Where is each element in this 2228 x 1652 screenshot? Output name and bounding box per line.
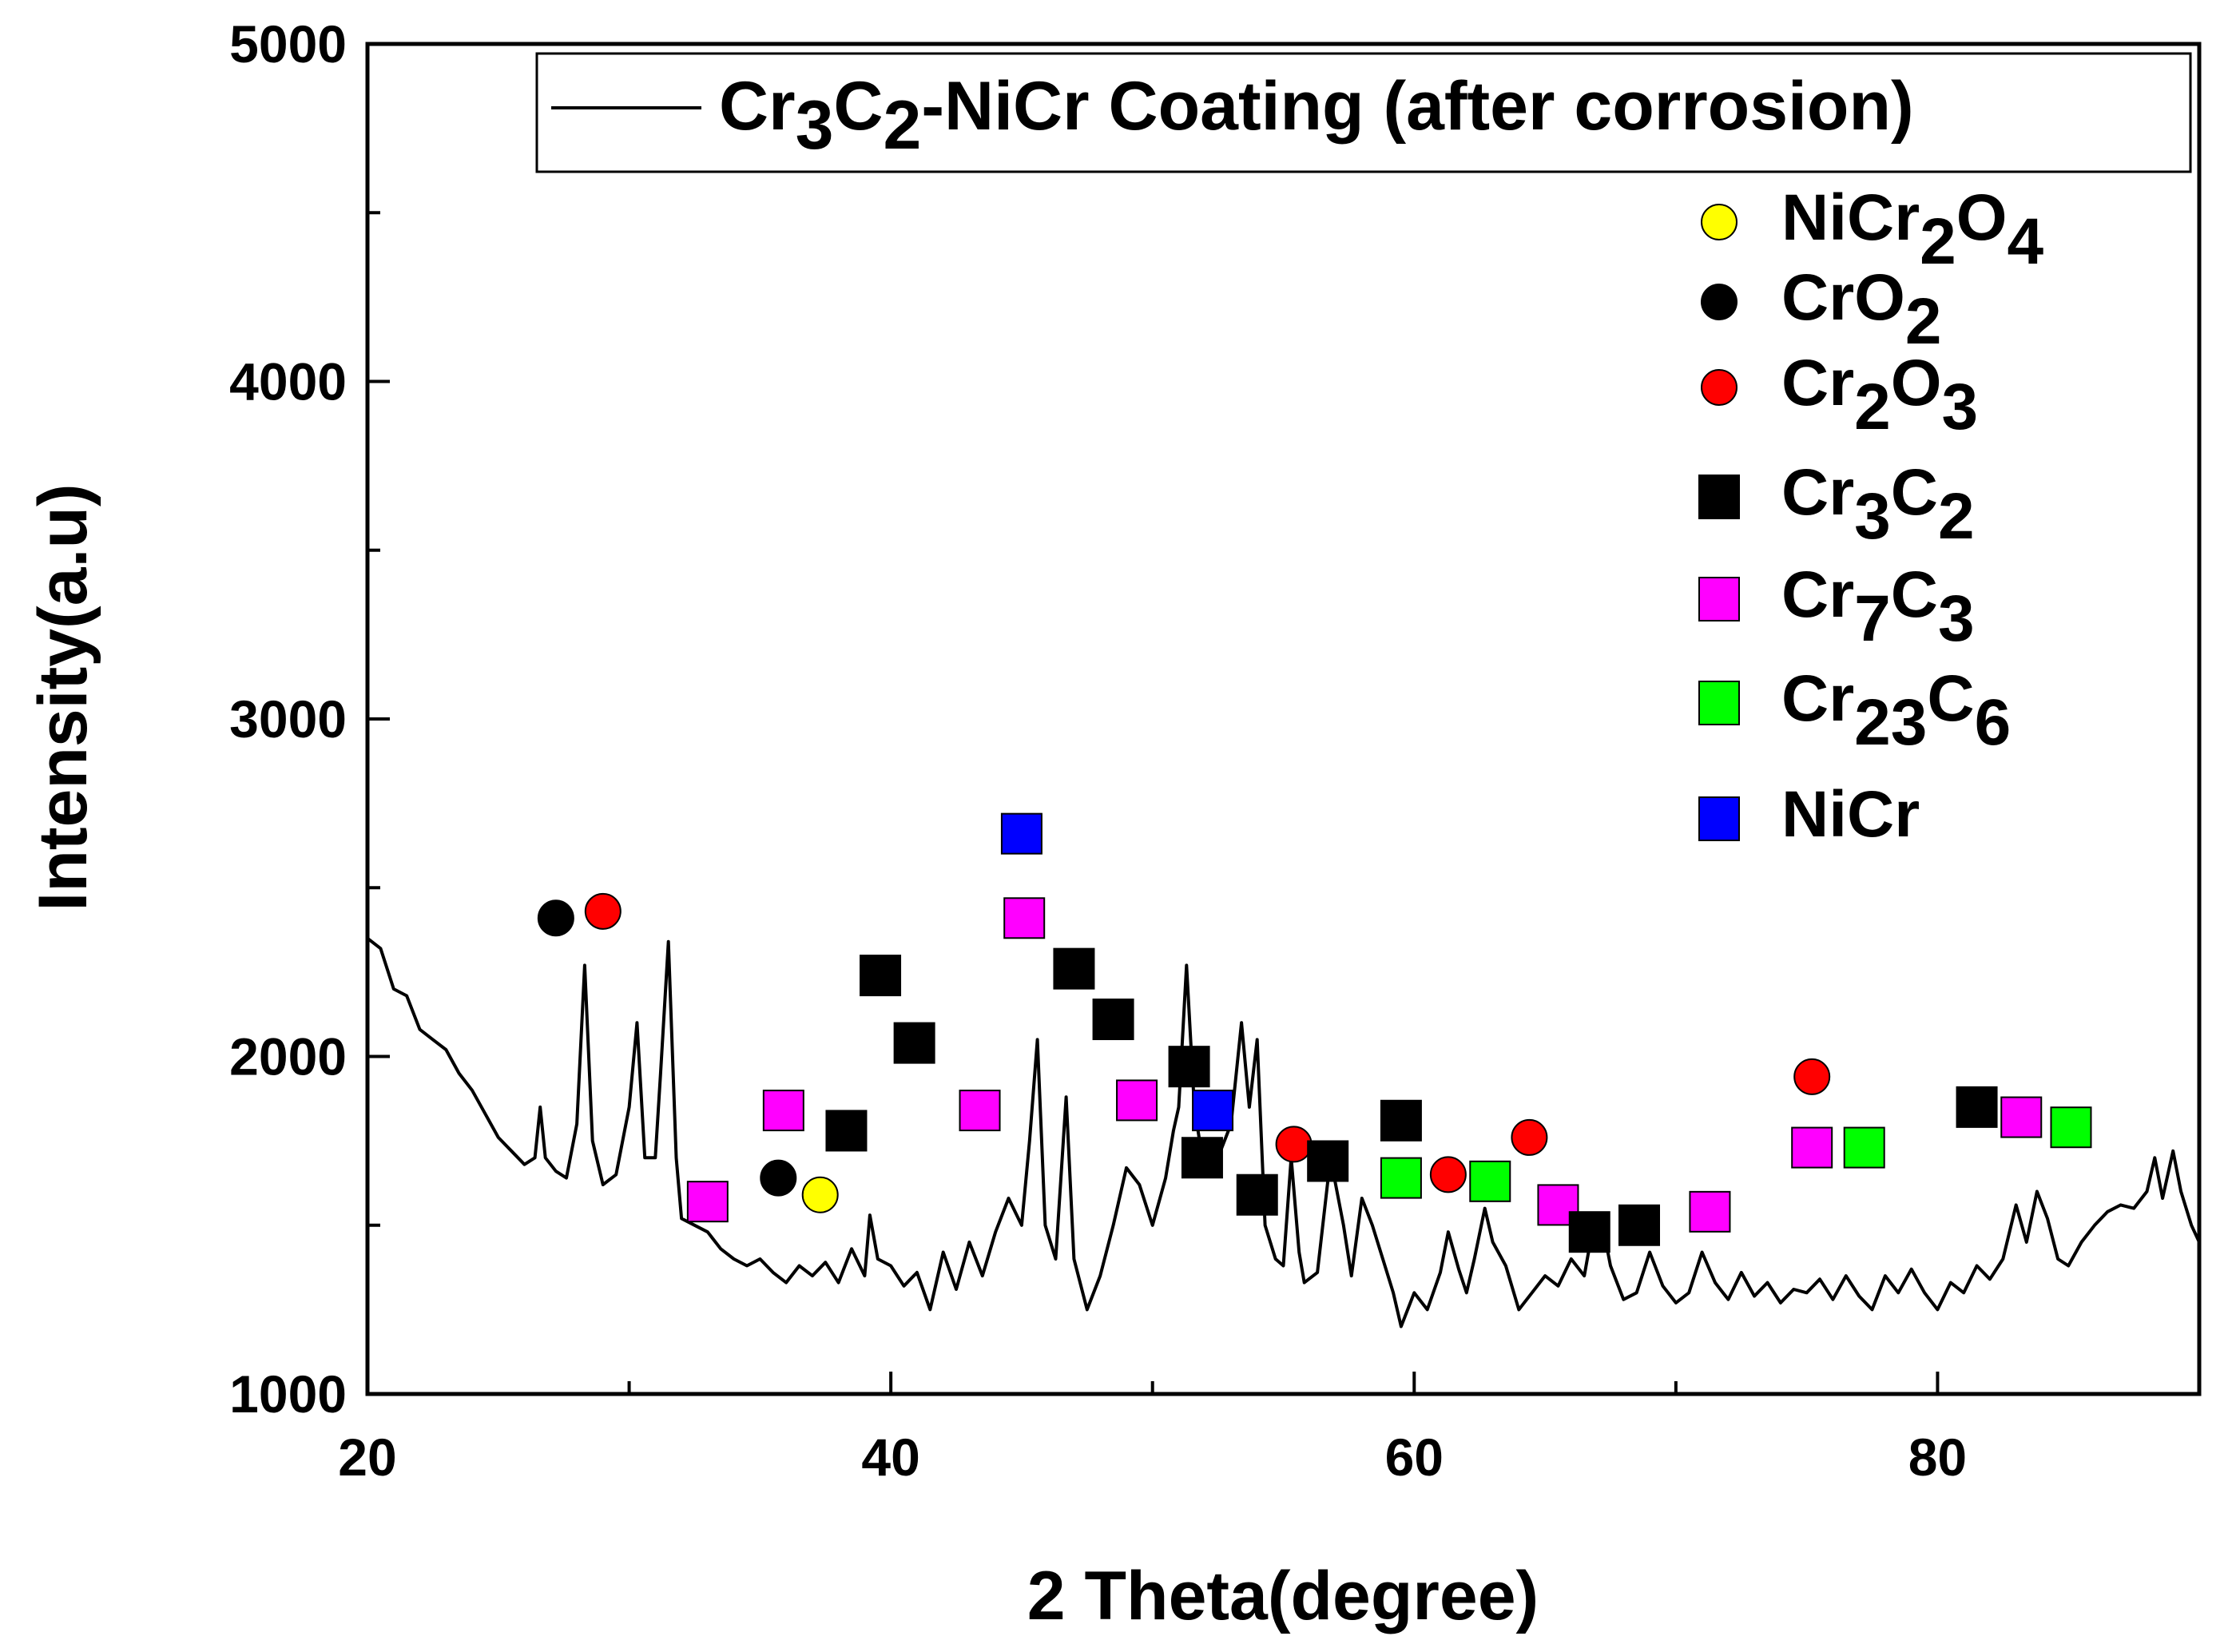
phase-legend-label: Cr2O3: [1781, 347, 1978, 443]
phase-marker-square: [1956, 1086, 1998, 1128]
phase-marker-circle: [801, 1176, 839, 1213]
phase-marker-square: [762, 1090, 804, 1132]
phase-legend-label: NiCr2O4: [1781, 181, 2044, 278]
tick-labels: 20 40 60 80 1000 2000 3000 4000 5000: [229, 14, 1967, 1487]
phase-legend-label-part: O: [1891, 347, 1942, 419]
phase-legend-label-part: 3: [1942, 371, 1979, 443]
phase-legend-label: NiCr: [1781, 778, 1920, 851]
phase-marker-circle: [1275, 1126, 1313, 1163]
series-legend-label-part: -NiCr Coating (after corrosion): [921, 68, 1913, 145]
phase-marker-square: [1469, 1160, 1511, 1202]
y-tick-label: 2000: [229, 1027, 347, 1086]
phase-legend-symbol: [1698, 681, 1740, 725]
phase-legend-label: Cr7C3: [1781, 558, 1975, 655]
phase-marker-square: [1843, 1126, 1885, 1169]
phase-legend-label-part: NiCr: [1781, 778, 1920, 851]
phase-marker-square: [1380, 1099, 1422, 1142]
y-tick-label: 1000: [229, 1364, 347, 1424]
phase-legend-label: Cr3C2: [1781, 456, 1975, 553]
phase-markers: [537, 812, 2092, 1253]
phase-legend-label-part: O: [1956, 181, 2008, 254]
phase-legend-symbol: [1698, 796, 1740, 841]
phase-legend-symbol: [1701, 204, 1738, 240]
plot-frame: [365, 42, 2202, 1396]
phase-marker-square: [893, 1022, 935, 1064]
phase-marker-square: [1181, 1137, 1223, 1179]
phase-legend-label-part: 23: [1854, 686, 1927, 759]
phase-marker-square: [686, 1181, 729, 1223]
x-axis-title: 2 Theta(degree): [1027, 1558, 1539, 1634]
phase-marker-circle: [760, 1159, 797, 1197]
phase-legend-label-part: Cr: [1781, 456, 1854, 529]
phase-marker-square: [1307, 1140, 1349, 1182]
phase-marker-circle: [537, 899, 574, 937]
phase-marker-square: [1791, 1126, 1833, 1169]
y-tick-label: 4000: [229, 352, 347, 411]
phase-legend-label-part: Cr: [1781, 662, 1854, 735]
phase-marker-square: [1116, 1079, 1158, 1122]
phase-legend-label-part: 3: [1854, 480, 1891, 553]
phase-legend-label-part: Cr: [1781, 558, 1854, 631]
phase-marker-square: [1092, 999, 1134, 1041]
phase-marker-square: [2050, 1106, 2092, 1149]
phase-legend-symbol: [1701, 284, 1738, 320]
phase-legend-symbol: [1698, 577, 1740, 621]
phase-legend-label-part: C: [1927, 662, 1974, 735]
phase-marker-square: [1192, 1090, 1234, 1132]
series-legend-label-part: 3: [796, 87, 834, 164]
phase-marker-square: [825, 1110, 868, 1152]
phase-marker-square: [1000, 812, 1043, 855]
phase-legend-symbol: [1701, 369, 1738, 406]
phase-marker-square: [1689, 1190, 1731, 1233]
x-tick-label: 60: [1385, 1428, 1444, 1487]
phase-legend-label-part: 6: [1975, 686, 2012, 759]
phase-marker-square: [1003, 897, 1046, 939]
phase-legend-label-part: C: [1891, 558, 1938, 631]
phase-marker-square: [1236, 1173, 1278, 1216]
phase-marker-square: [860, 955, 902, 997]
series-legend-label-part: C: [833, 68, 883, 145]
x-tick-label: 40: [861, 1428, 919, 1487]
pattern-line: [366, 937, 2201, 1328]
phase-legend-label-part: CrO: [1781, 261, 1905, 334]
series-legend-label-part: 2: [884, 87, 922, 164]
phase-legend-label-part: 2: [1920, 205, 1956, 278]
phase-marker-square: [1618, 1204, 1660, 1246]
phase-legend-label: CrO2: [1781, 261, 1942, 358]
phase-marker-circle: [1429, 1156, 1467, 1193]
phase-legend-symbol: [1698, 475, 1740, 519]
series-legend: Cr3C2-NiCr Coating (after corrosion): [535, 52, 2192, 173]
y-axis-title: Intensity(a.u): [25, 483, 101, 911]
y-tick-label: 3000: [229, 689, 347, 749]
phase-marker-circle: [1793, 1058, 1831, 1095]
series-legend-label-part: Cr: [719, 68, 796, 145]
x-tick-label: 20: [338, 1428, 396, 1487]
phase-marker-square: [1168, 1046, 1210, 1088]
phase-legend-label: Cr23C6: [1781, 662, 2011, 759]
phase-marker-circle: [584, 892, 622, 930]
phase-legend-label-part: 4: [2008, 205, 2044, 278]
phase-legend-label-part: C: [1891, 456, 1938, 529]
phase-legend-label-part: 3: [1938, 582, 1975, 655]
phase-marker-square: [1380, 1157, 1422, 1199]
phase-marker-square: [2000, 1096, 2043, 1138]
phase-legend-label-part: 2: [1938, 480, 1975, 553]
phase-marker-square: [959, 1090, 1001, 1132]
series-legend-label: Cr3C2-NiCr Coating (after corrosion): [719, 68, 1914, 164]
phase-legend-label-part: 2: [1905, 285, 1942, 358]
phase-marker-circle: [1511, 1118, 1548, 1156]
phase-legend-label-part: NiCr: [1781, 181, 1920, 254]
x-tick-label: 80: [1908, 1428, 1967, 1487]
series-line-0: [366, 937, 2201, 1328]
y-tick-label: 5000: [229, 14, 347, 73]
phase-legend-label-part: 2: [1854, 371, 1891, 443]
phase-marker-square: [1568, 1211, 1610, 1253]
phase-marker-square: [1053, 947, 1095, 990]
phase-legend-label-part: 7: [1854, 582, 1891, 655]
phase-legend-label-part: Cr: [1781, 347, 1854, 419]
series-legend-box: [535, 52, 2192, 173]
